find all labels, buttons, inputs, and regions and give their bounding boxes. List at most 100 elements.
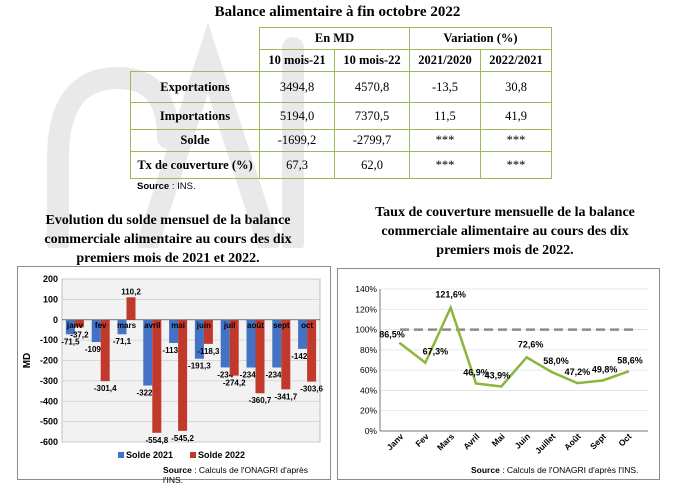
data-label: -118,3	[197, 347, 220, 356]
table-header-row: En MD Variation (%)	[131, 27, 552, 50]
bar	[100, 319, 110, 382]
y-tick-label: 0	[53, 315, 58, 325]
category-label: Janv	[385, 431, 406, 452]
category-label: sept	[273, 321, 290, 330]
table-cell: 41,9	[480, 102, 552, 130]
bar-chart-panel: 200 100 0 -100 -200 -300 -400 -500 -600 MD -71,5 -3…	[17, 266, 331, 485]
y-tick-label: 80%	[360, 345, 377, 355]
table-source: Source : INS.	[137, 181, 196, 192]
col-header: 10 mois-22	[334, 49, 410, 72]
legend-label: Solde 2021	[126, 450, 173, 460]
table-cell: ***	[409, 151, 481, 179]
table-cell: 5194,0	[259, 102, 335, 130]
col-header: 10 mois-21	[259, 49, 335, 72]
y-tick-label: 140%	[355, 284, 377, 294]
data-label: -301,4	[94, 384, 117, 393]
table-row: Importations 5194,0 7370,5 11,5 41,9	[130, 102, 552, 130]
bar-chart-source: Source : Calculs de l'ONAGRI d'après l'I…	[163, 465, 308, 485]
table-cell: 62,0	[334, 151, 410, 179]
category-label: Mars	[435, 431, 456, 452]
data-point	[424, 361, 427, 364]
data-label: -71,1	[113, 337, 132, 346]
table-cell: 3494,8	[259, 71, 335, 103]
bar	[307, 319, 317, 382]
table-cell: ***	[480, 151, 552, 179]
bar	[194, 319, 204, 359]
data-point	[525, 356, 528, 359]
data-label: -274,2	[223, 379, 246, 388]
balance-table: En MD Variation (%) 10 mois-21 10 mois-2…	[130, 27, 552, 179]
category-label: juin	[196, 321, 211, 330]
y-tick-label: 60%	[360, 365, 377, 375]
bar	[178, 319, 188, 431]
category-label: Avril	[461, 431, 481, 451]
category-label: Fev	[413, 431, 431, 449]
data-point	[398, 342, 402, 345]
data-point	[500, 385, 503, 388]
col-header: 2022/2021	[480, 49, 552, 72]
data-label: 47,2%	[565, 367, 591, 377]
row-label: Tx de couverture (%)	[130, 151, 260, 179]
category-label: mars	[117, 321, 137, 330]
data-label: -113,9	[162, 346, 185, 355]
y-tick-label: -200	[40, 356, 58, 366]
y-tick-label: -600	[40, 437, 58, 447]
data-point	[576, 381, 579, 385]
data-label: 49,8%	[592, 364, 618, 374]
y-axis-label: MD	[22, 353, 33, 369]
bar	[255, 319, 265, 394]
data-label: -234,4	[265, 371, 288, 380]
category-label: mai	[171, 321, 185, 330]
bar-chart: 2001000-100-200-300-400-500-600MD-71,5-3…	[22, 274, 323, 460]
table-cell: 7370,5	[334, 102, 410, 130]
bar	[91, 319, 101, 343]
category-label: Juin	[513, 431, 532, 450]
bar	[246, 319, 256, 368]
category-label: avril	[144, 321, 160, 330]
data-label: 67,3%	[423, 347, 449, 357]
col-header: 2021/2020	[409, 49, 481, 72]
header-variation: Variation (%)	[409, 27, 552, 50]
data-label: -360,7	[249, 396, 272, 405]
table-row: Tx de couverture (%) 67,3 62,0 *** ***	[130, 151, 552, 179]
data-label: 46,9%	[463, 367, 489, 377]
data-label: -71,5	[61, 337, 80, 346]
table-row: Solde -1699,2 -2799,7 *** ***	[130, 129, 552, 152]
line-chart: 140% 120% 100% 80% 60% 40% 20% 0% 86,5% 67,3% 121,…	[355, 284, 648, 456]
data-label: 121,6%	[435, 290, 466, 300]
table-cell: ***	[480, 129, 552, 152]
data-label: -191,3	[188, 362, 211, 371]
bar	[65, 319, 75, 335]
y-tick-label: 40%	[360, 385, 377, 395]
bar-chart-title: Evolution du solde mensuel de la balance…	[44, 213, 292, 266]
category-label: oct	[301, 321, 313, 330]
y-tick-label: -100	[40, 335, 58, 345]
data-label: 86,5%	[379, 329, 405, 339]
data-point	[550, 370, 554, 374]
category-label: Oct	[616, 431, 633, 448]
y-tick-label: 120%	[355, 304, 377, 314]
bar	[143, 319, 153, 386]
data-label: -234	[217, 370, 234, 379]
y-tick-label: -500	[40, 417, 58, 427]
plot-area	[380, 289, 648, 431]
bar	[203, 319, 213, 344]
bar	[169, 319, 179, 343]
bar	[117, 319, 127, 335]
balance-title: Balance alimentaire à fin octobre 2022	[214, 4, 461, 20]
y-tick-label: -300	[40, 376, 58, 386]
bar	[220, 319, 230, 368]
category-label: Août	[562, 431, 583, 452]
table-subheader-row: 10 mois-21 10 mois-22 2021/2020 2022/202…	[131, 49, 552, 72]
y-tick-label: 20%	[360, 406, 377, 416]
data-label: -554,8	[145, 436, 168, 445]
data-label: 43,9%	[485, 370, 511, 380]
data-label: -303,6	[300, 385, 323, 394]
data-label: -142,9	[291, 352, 314, 361]
bar	[152, 319, 162, 433]
table-cell: ***	[409, 129, 481, 152]
table-cell: -13,5	[409, 71, 481, 103]
y-tick-label: 0%	[365, 426, 378, 436]
table-cell: 4570,8	[334, 71, 410, 103]
table-cell: 30,8	[480, 71, 552, 103]
